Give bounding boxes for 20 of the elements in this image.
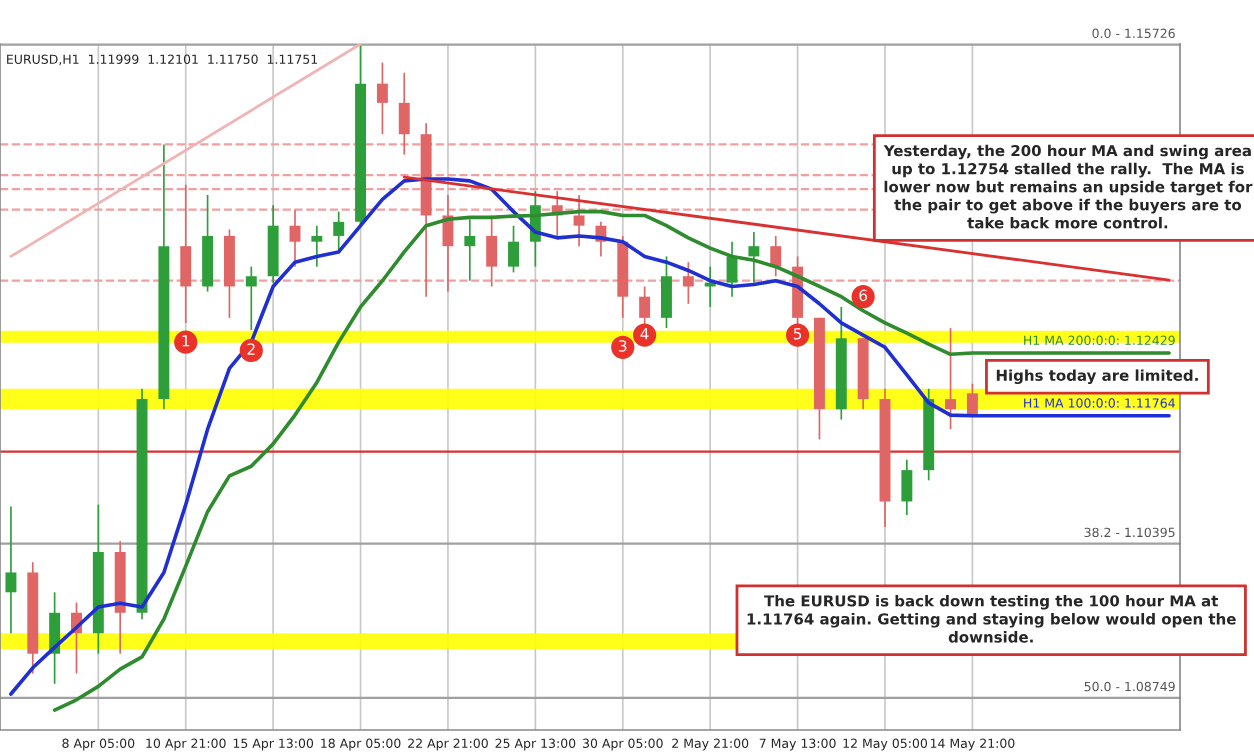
candlestick [289,208,301,268]
candlestick [573,194,585,248]
candlestick [901,459,913,516]
candlestick [486,214,498,288]
candlestick [376,61,388,136]
candlestick [333,210,345,251]
candlestick [682,261,694,305]
candlestick [748,231,760,284]
candlestick [508,224,519,274]
candlestick [180,183,192,324]
candlestick [311,224,323,268]
candlestick [945,327,957,430]
candlestick [398,71,410,156]
candlestick [5,505,17,635]
candlestick [245,265,257,331]
candlestick [770,235,782,278]
candlestick [726,240,738,298]
candlestick [661,255,672,329]
candlestick [464,218,476,282]
candlestick [966,382,978,417]
